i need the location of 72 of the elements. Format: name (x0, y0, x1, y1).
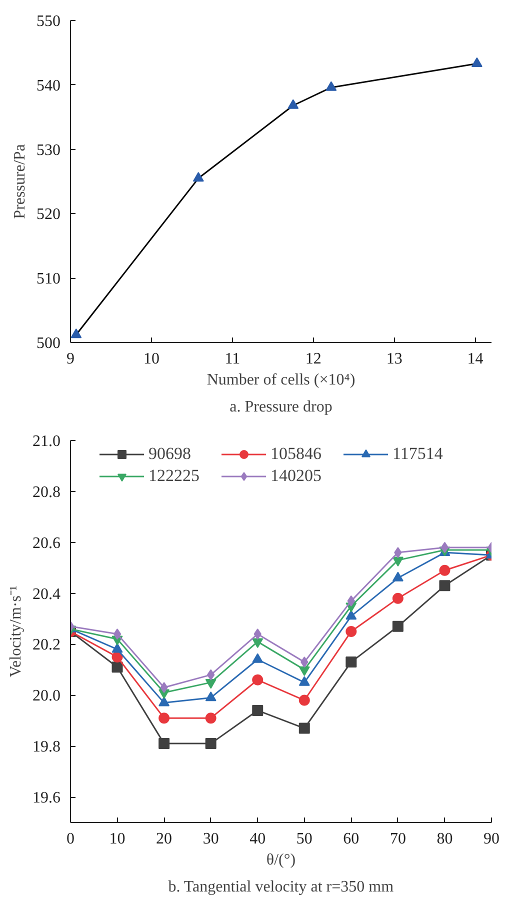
y-tick-label: 21.0 (32, 433, 60, 450)
y-axis-title: Velocity/m·s⁻¹ (8, 586, 24, 678)
point (298, 694, 310, 706)
legend-label: 140205 (270, 466, 322, 486)
point (158, 738, 170, 750)
point (346, 656, 357, 668)
y-tick-label: 540 (36, 77, 60, 94)
point (346, 610, 357, 620)
y-tick-label: 19.8 (32, 738, 60, 756)
legend-label: 90698 (148, 444, 192, 464)
x-tick-label: 10 (143, 350, 160, 368)
x-tick-label: 0 (66, 830, 74, 848)
point (70, 328, 82, 338)
x-tick-label: 10 (109, 830, 126, 848)
point (471, 57, 482, 68)
y-tick-label: 20.8 (32, 484, 60, 501)
x-tick-label: 30 (202, 830, 219, 848)
x-axis-title: θ/(°) (266, 852, 296, 868)
y-tick-label: 510 (36, 270, 60, 288)
y-tick-label: 20.6 (32, 534, 60, 552)
legend-label: 122225 (148, 466, 200, 486)
point (252, 653, 264, 663)
point (440, 542, 449, 553)
y-tick-label: 20.4 (32, 586, 60, 603)
point (205, 691, 216, 702)
point (112, 662, 123, 673)
x-tick-label: 50 (296, 830, 312, 848)
y-axis-title: Pressure/Pa (12, 144, 28, 219)
x-tick-label: 12 (305, 350, 322, 368)
legend-label: 105846 (270, 444, 322, 464)
point (158, 712, 170, 724)
point (205, 712, 216, 724)
point (252, 674, 264, 686)
point (392, 592, 404, 604)
point (113, 628, 122, 640)
y-tick-label: 20.2 (32, 636, 60, 654)
point (298, 666, 310, 676)
y-tick-label: 19.6 (32, 790, 60, 807)
point (158, 696, 170, 706)
point (392, 572, 404, 582)
point (298, 676, 310, 686)
y-tick-label: 530 (36, 142, 60, 159)
point (439, 580, 450, 592)
x-tick-label: 9 (66, 350, 74, 368)
x-tick-label: 13 (386, 350, 402, 368)
x-tick-label: 60 (343, 830, 360, 848)
x-tick-label: 20 (156, 830, 172, 848)
x-tick-label: 70 (390, 830, 406, 848)
point (298, 722, 310, 734)
y-tick-label: 500 (36, 335, 60, 352)
point (112, 643, 123, 653)
x-tick-label: 40 (250, 830, 266, 848)
point (192, 172, 204, 182)
point (205, 738, 216, 750)
x-tick-label: 14 (467, 350, 484, 368)
y-tick-label: 520 (36, 206, 60, 224)
y-tick-label: 20.0 (32, 688, 60, 705)
point (252, 704, 264, 716)
point (346, 626, 357, 637)
x-tick-label: 80 (436, 830, 453, 848)
point (439, 564, 450, 576)
point (112, 651, 123, 662)
x-axis-title: Number of cells (×10⁴) (206, 372, 356, 388)
y-tick-label: 550 (36, 13, 60, 30)
point (288, 99, 299, 109)
legend-label: 117514 (392, 444, 444, 464)
point (326, 81, 337, 91)
text: a. Pressure drop (230, 398, 332, 416)
text: b. Tangential velocity at r=350 mm (168, 878, 394, 896)
x-tick-label: 90 (484, 830, 500, 848)
point (392, 620, 404, 632)
x-tick-label: 11 (224, 350, 240, 368)
